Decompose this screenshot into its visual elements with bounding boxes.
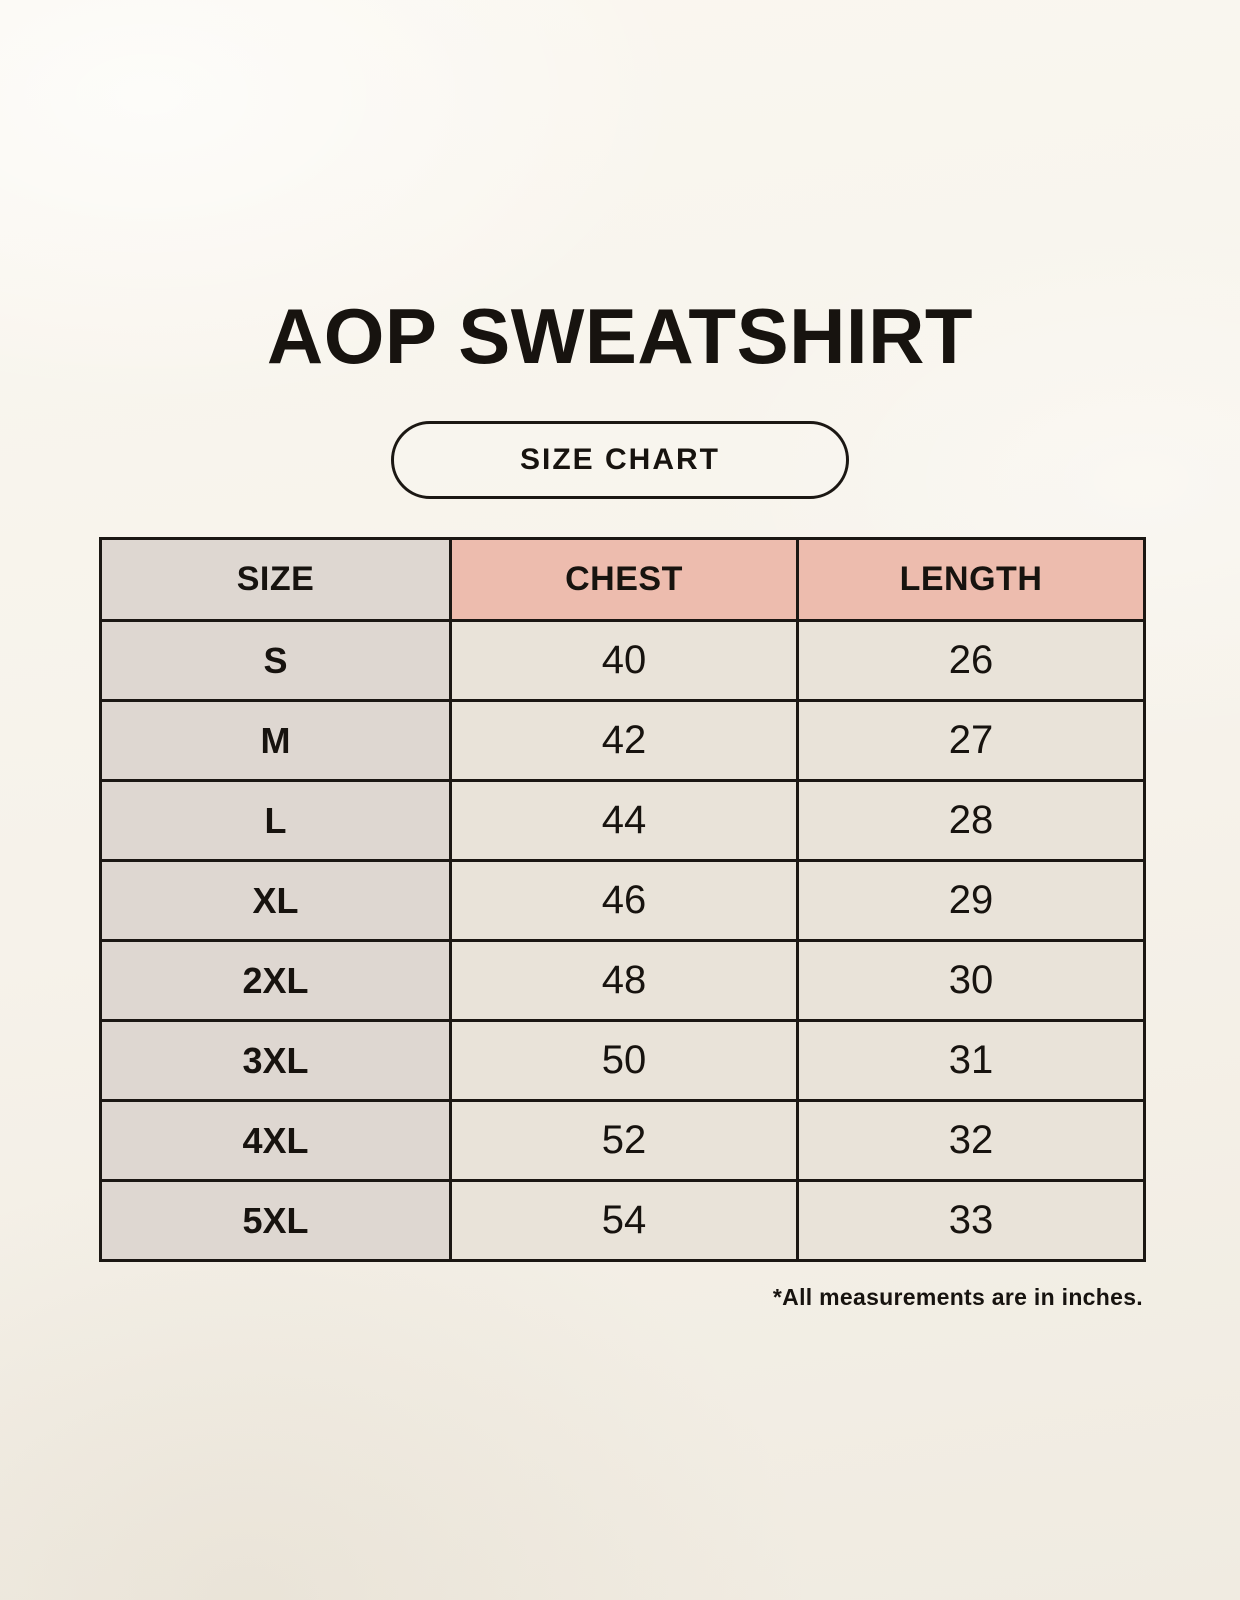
length-value: 26 bbox=[796, 619, 1146, 702]
chest-value: 52 bbox=[449, 1099, 799, 1182]
column-header-chest: CHEST bbox=[449, 537, 799, 622]
length-value: 30 bbox=[796, 939, 1146, 1022]
size-label: 3XL bbox=[99, 1019, 452, 1102]
table-row: 2XL 48 30 bbox=[99, 939, 1146, 1022]
table-row: 4XL 52 32 bbox=[99, 1099, 1146, 1182]
table-row: 3XL 50 31 bbox=[99, 1019, 1146, 1102]
table-row: 5XL 54 33 bbox=[99, 1179, 1146, 1262]
chest-value: 48 bbox=[449, 939, 799, 1022]
table-row: L 44 28 bbox=[99, 779, 1146, 862]
size-label: 5XL bbox=[99, 1179, 452, 1262]
table-row: S 40 26 bbox=[99, 619, 1146, 702]
size-chart-button-label: SIZE CHART bbox=[520, 443, 720, 476]
length-value: 29 bbox=[796, 859, 1146, 942]
size-label: XL bbox=[99, 859, 452, 942]
size-label: 2XL bbox=[99, 939, 452, 1022]
length-value: 33 bbox=[796, 1179, 1146, 1262]
table-row: XL 46 29 bbox=[99, 859, 1146, 942]
chest-value: 46 bbox=[449, 859, 799, 942]
size-chart-button[interactable]: SIZE CHART bbox=[391, 421, 849, 499]
measurements-footnote: *All measurements are in inches. bbox=[772, 1284, 1143, 1310]
size-label: 4XL bbox=[99, 1099, 452, 1182]
length-value: 28 bbox=[796, 779, 1146, 862]
chest-value: 42 bbox=[449, 699, 799, 782]
length-value: 32 bbox=[796, 1099, 1146, 1182]
size-label: L bbox=[99, 779, 452, 862]
table-header-row: SIZE CHEST LENGTH bbox=[99, 537, 1146, 622]
chest-value: 54 bbox=[449, 1179, 799, 1262]
length-value: 31 bbox=[796, 1019, 1146, 1102]
table-row: M 42 27 bbox=[99, 699, 1146, 782]
chest-value: 44 bbox=[449, 779, 799, 862]
size-label: S bbox=[99, 619, 452, 702]
column-header-length: LENGTH bbox=[796, 537, 1146, 622]
column-header-size: SIZE bbox=[99, 537, 452, 622]
length-value: 27 bbox=[796, 699, 1146, 782]
size-chart-table: SIZE CHEST LENGTH S 40 26 M 42 27 L 44 2… bbox=[99, 537, 1146, 1262]
size-label: M bbox=[99, 699, 452, 782]
chest-value: 50 bbox=[449, 1019, 799, 1102]
chest-value: 40 bbox=[449, 619, 799, 702]
page-title: AOP SWEATSHIRT bbox=[266, 292, 974, 380]
